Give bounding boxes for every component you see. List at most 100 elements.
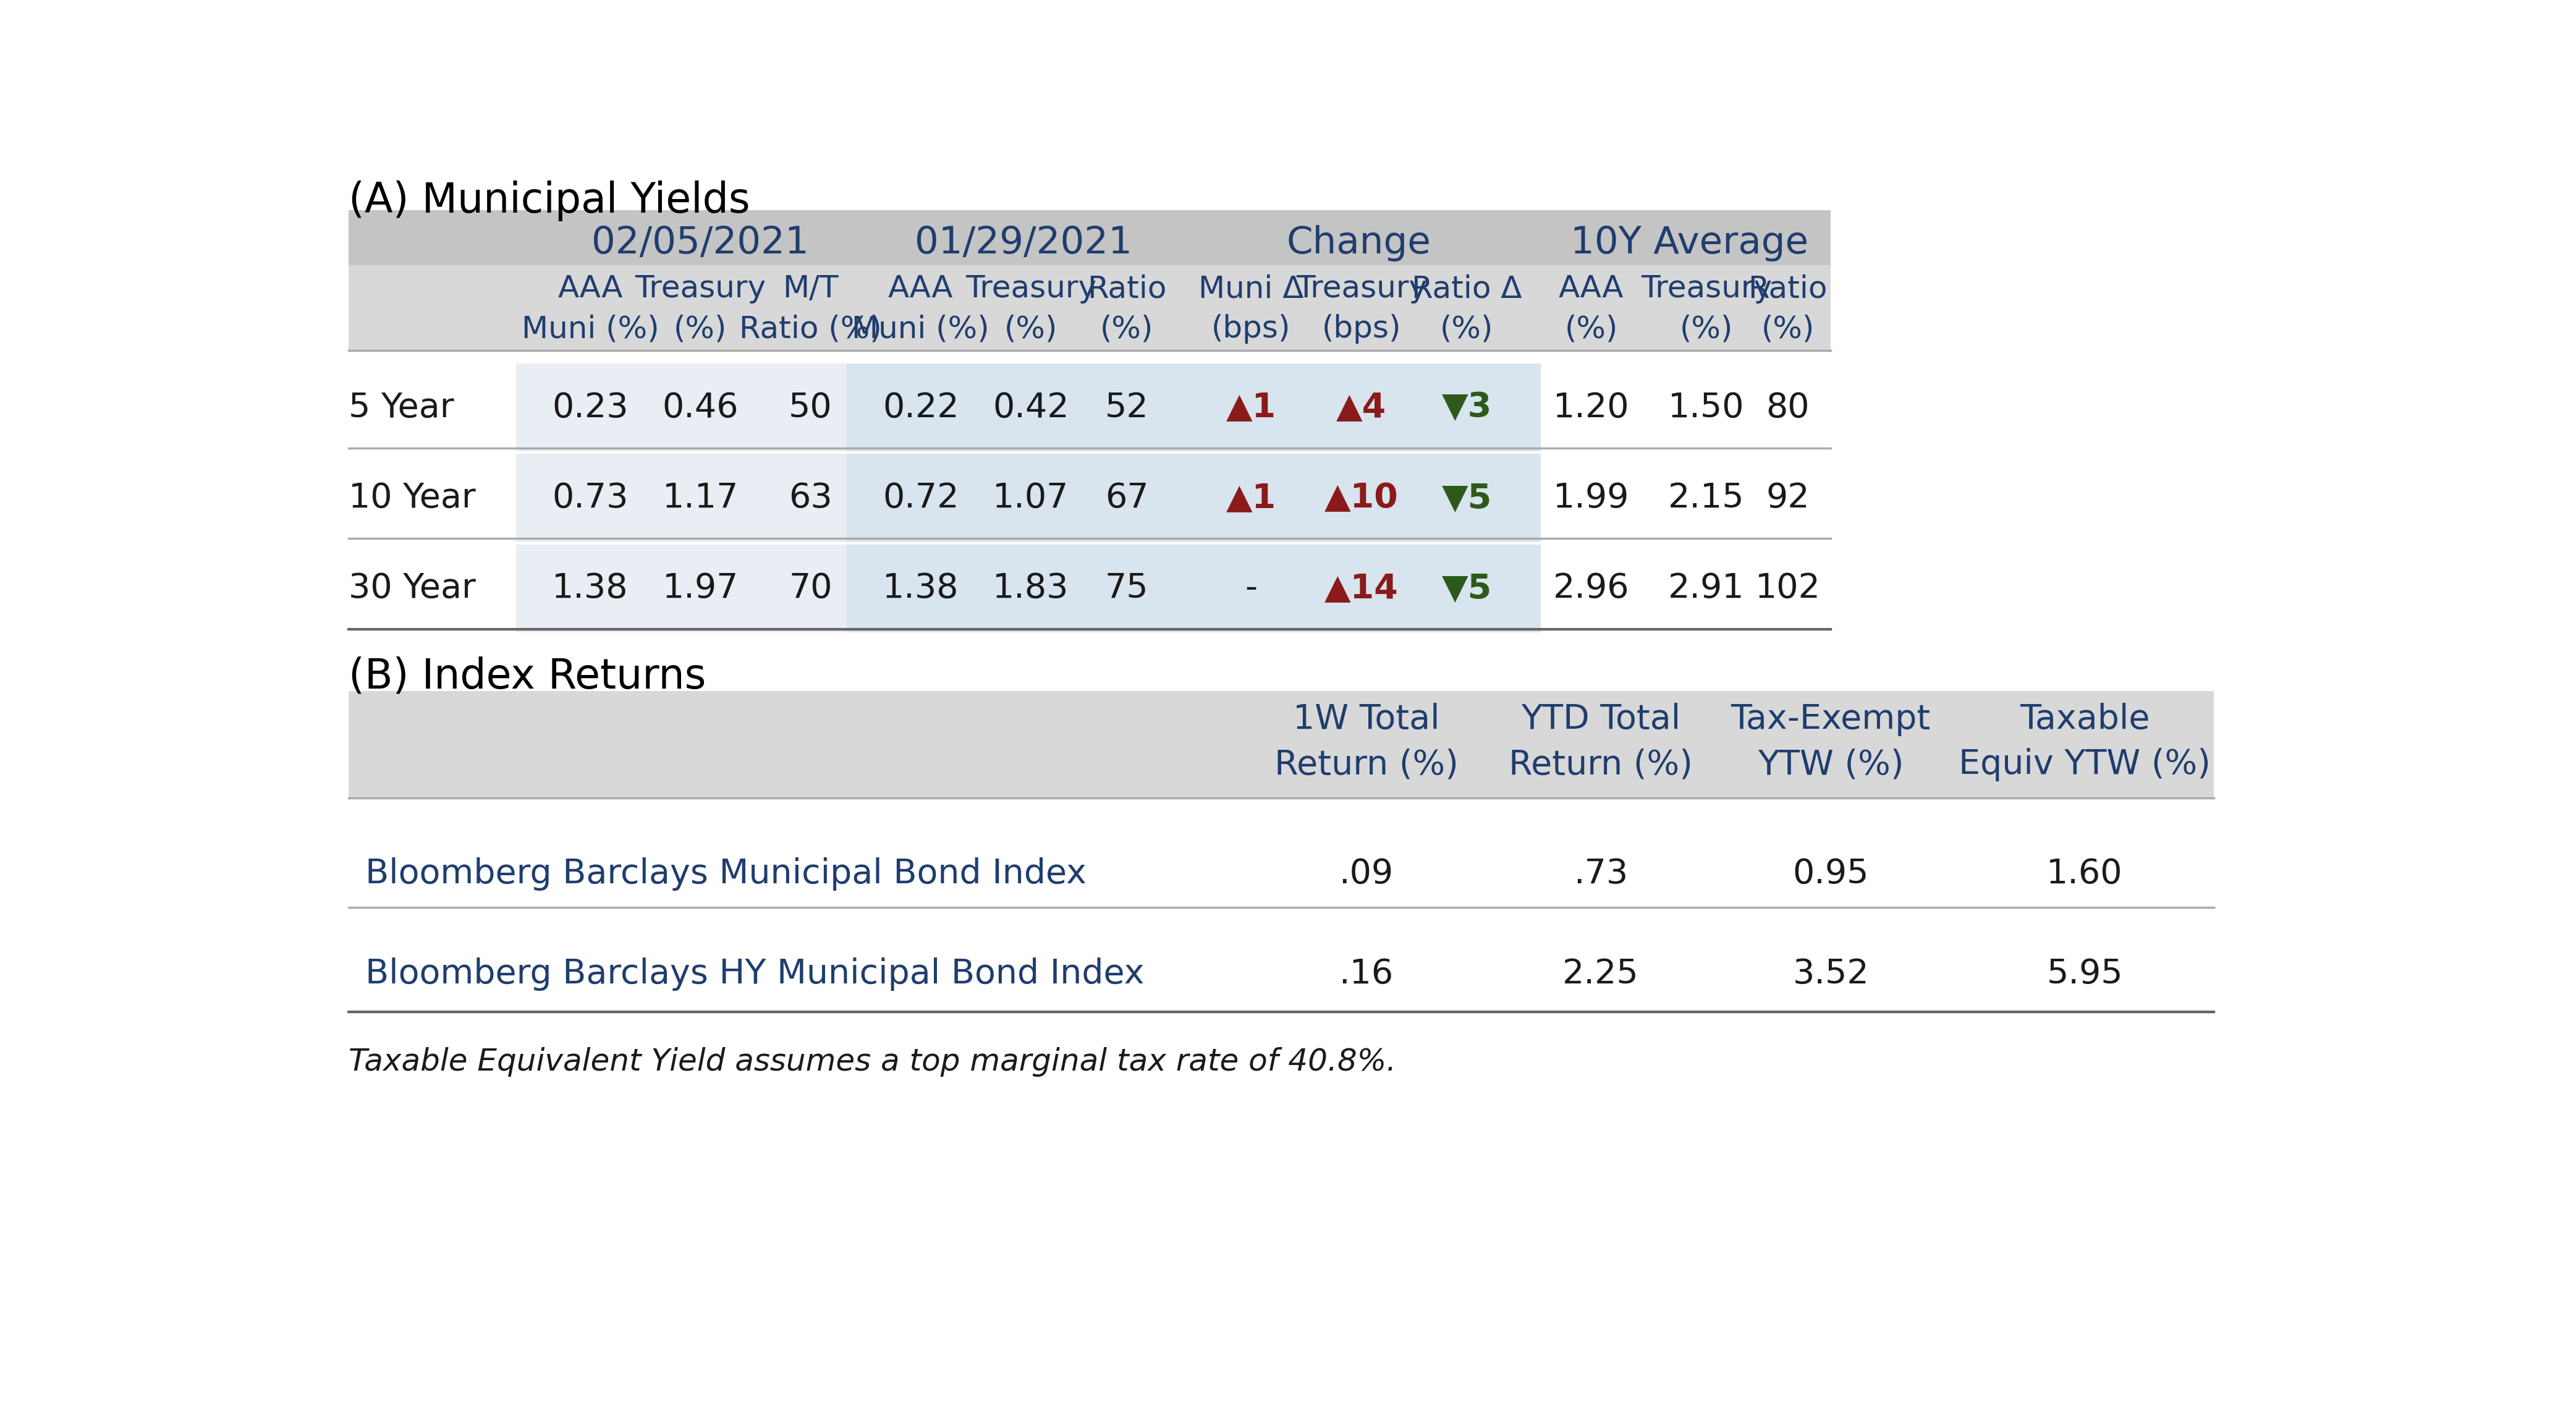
Bar (1177, 453, 1540, 542)
Text: (%): (%) (1564, 314, 1618, 344)
Text: Muni (%): Muni (%) (520, 314, 659, 344)
Text: 3.52: 3.52 (1793, 957, 1870, 991)
Text: Treasury: Treasury (1296, 274, 1427, 304)
Text: 52: 52 (1105, 391, 1149, 425)
Text: ▲14: ▲14 (1324, 572, 1399, 605)
Text: 2.91: 2.91 (1669, 572, 1744, 605)
Text: .16: .16 (1340, 957, 1394, 991)
Bar (515, 364, 884, 452)
Text: 02/05/2021: 02/05/2021 (592, 225, 809, 262)
Text: .09: .09 (1340, 857, 1394, 891)
Text: (bps): (bps) (1321, 314, 1401, 344)
Text: Ratio (%): Ratio (%) (739, 314, 881, 344)
Text: (%): (%) (675, 314, 726, 344)
Text: 2.15: 2.15 (1669, 482, 1744, 515)
Text: (B) Index Returns: (B) Index Returns (348, 656, 706, 697)
Text: 75: 75 (1105, 572, 1149, 605)
Bar (348, 690, 2213, 799)
Text: AAA: AAA (889, 274, 953, 304)
Text: Treasury: Treasury (634, 274, 765, 304)
Bar (848, 453, 1190, 542)
Text: 10 Year: 10 Year (348, 482, 477, 515)
Text: 1.07: 1.07 (992, 482, 1069, 515)
Text: 1.60: 1.60 (2045, 857, 2123, 891)
Text: (A) Municipal Yields: (A) Municipal Yields (348, 180, 750, 221)
Bar (515, 453, 884, 542)
Text: ▲1: ▲1 (1226, 391, 1275, 425)
Text: 92: 92 (1767, 482, 1808, 515)
Text: 1.83: 1.83 (992, 572, 1069, 605)
Text: Ratio Δ: Ratio Δ (1412, 274, 1522, 304)
Text: (bps): (bps) (1211, 314, 1291, 344)
Text: ▲10: ▲10 (1324, 482, 1399, 515)
Text: AAA: AAA (556, 274, 623, 304)
Bar (848, 545, 1190, 632)
Text: Tax-Exempt: Tax-Exempt (1731, 703, 1929, 736)
Bar (1177, 545, 1540, 632)
Text: M/T: M/T (783, 274, 840, 304)
Text: 1.97: 1.97 (662, 572, 739, 605)
Text: 0.42: 0.42 (992, 391, 1069, 425)
Text: Treasury: Treasury (1641, 274, 1772, 304)
Text: 0.95: 0.95 (1793, 857, 1870, 891)
Text: 80: 80 (1767, 391, 1808, 425)
Text: Return (%): Return (%) (1275, 749, 1458, 781)
Text: (%): (%) (1100, 314, 1154, 344)
Text: Equiv YTW (%): Equiv YTW (%) (1958, 749, 2210, 781)
Text: Ratio: Ratio (1087, 274, 1167, 304)
Text: Ratio: Ratio (1749, 274, 1826, 304)
Text: 2.96: 2.96 (1553, 572, 1631, 605)
Text: -: - (1244, 572, 1257, 605)
Text: Muni (%): Muni (%) (853, 314, 989, 344)
Text: 50: 50 (788, 391, 832, 425)
Text: .73: .73 (1574, 857, 1628, 891)
Text: Bloomberg Barclays Municipal Bond Index: Bloomberg Barclays Municipal Bond Index (366, 857, 1087, 891)
Bar (348, 227, 1832, 351)
Text: ▲1: ▲1 (1226, 482, 1275, 515)
Text: ▼3: ▼3 (1443, 391, 1492, 425)
Text: ▼5: ▼5 (1443, 572, 1492, 605)
Text: (%): (%) (1762, 314, 1814, 344)
Text: (%): (%) (1680, 314, 1734, 344)
Text: 0.23: 0.23 (551, 391, 629, 425)
Text: 1.20: 1.20 (1553, 391, 1631, 425)
Text: 01/29/2021: 01/29/2021 (914, 225, 1133, 262)
Text: 102: 102 (1754, 572, 1821, 605)
Bar (1177, 364, 1540, 452)
Text: (%): (%) (1005, 314, 1059, 344)
Text: 1.99: 1.99 (1553, 482, 1631, 515)
Text: YTW (%): YTW (%) (1757, 749, 1904, 781)
Text: 1W Total: 1W Total (1293, 703, 1440, 736)
Text: ▲4: ▲4 (1337, 391, 1386, 425)
Text: Bloomberg Barclays HY Municipal Bond Index: Bloomberg Barclays HY Municipal Bond Ind… (366, 957, 1144, 991)
Text: 1.38: 1.38 (551, 572, 629, 605)
Text: 0.22: 0.22 (884, 391, 958, 425)
Text: 1.50: 1.50 (1669, 391, 1744, 425)
Text: AAA: AAA (1558, 274, 1623, 304)
Text: Change: Change (1288, 225, 1432, 262)
Text: 63: 63 (788, 482, 832, 515)
Text: Taxable Equivalent Yield assumes a top marginal tax rate of 40.8%.: Taxable Equivalent Yield assumes a top m… (348, 1047, 1396, 1077)
Text: 30 Year: 30 Year (348, 572, 477, 605)
Text: 5 Year: 5 Year (348, 391, 453, 425)
Bar (848, 364, 1190, 452)
Bar (515, 545, 884, 632)
Text: Return (%): Return (%) (1510, 749, 1692, 781)
Text: 1.17: 1.17 (662, 482, 739, 515)
Text: 1.38: 1.38 (884, 572, 958, 605)
Text: Muni Δ: Muni Δ (1198, 274, 1303, 304)
Text: 70: 70 (788, 572, 832, 605)
Text: 5.95: 5.95 (2045, 957, 2123, 991)
Text: YTD Total: YTD Total (1520, 703, 1680, 736)
Text: ▼5: ▼5 (1443, 482, 1492, 515)
Text: 67: 67 (1105, 482, 1149, 515)
Text: 0.72: 0.72 (884, 482, 958, 515)
Text: 2.25: 2.25 (1564, 957, 1638, 991)
Text: 10Y Average: 10Y Average (1571, 225, 1808, 262)
Text: Treasury: Treasury (966, 274, 1097, 304)
Bar (348, 210, 1832, 265)
Text: 0.73: 0.73 (551, 482, 629, 515)
Text: Taxable: Taxable (2020, 703, 2151, 736)
Text: (%): (%) (1440, 314, 1494, 344)
Text: 0.46: 0.46 (662, 391, 739, 425)
